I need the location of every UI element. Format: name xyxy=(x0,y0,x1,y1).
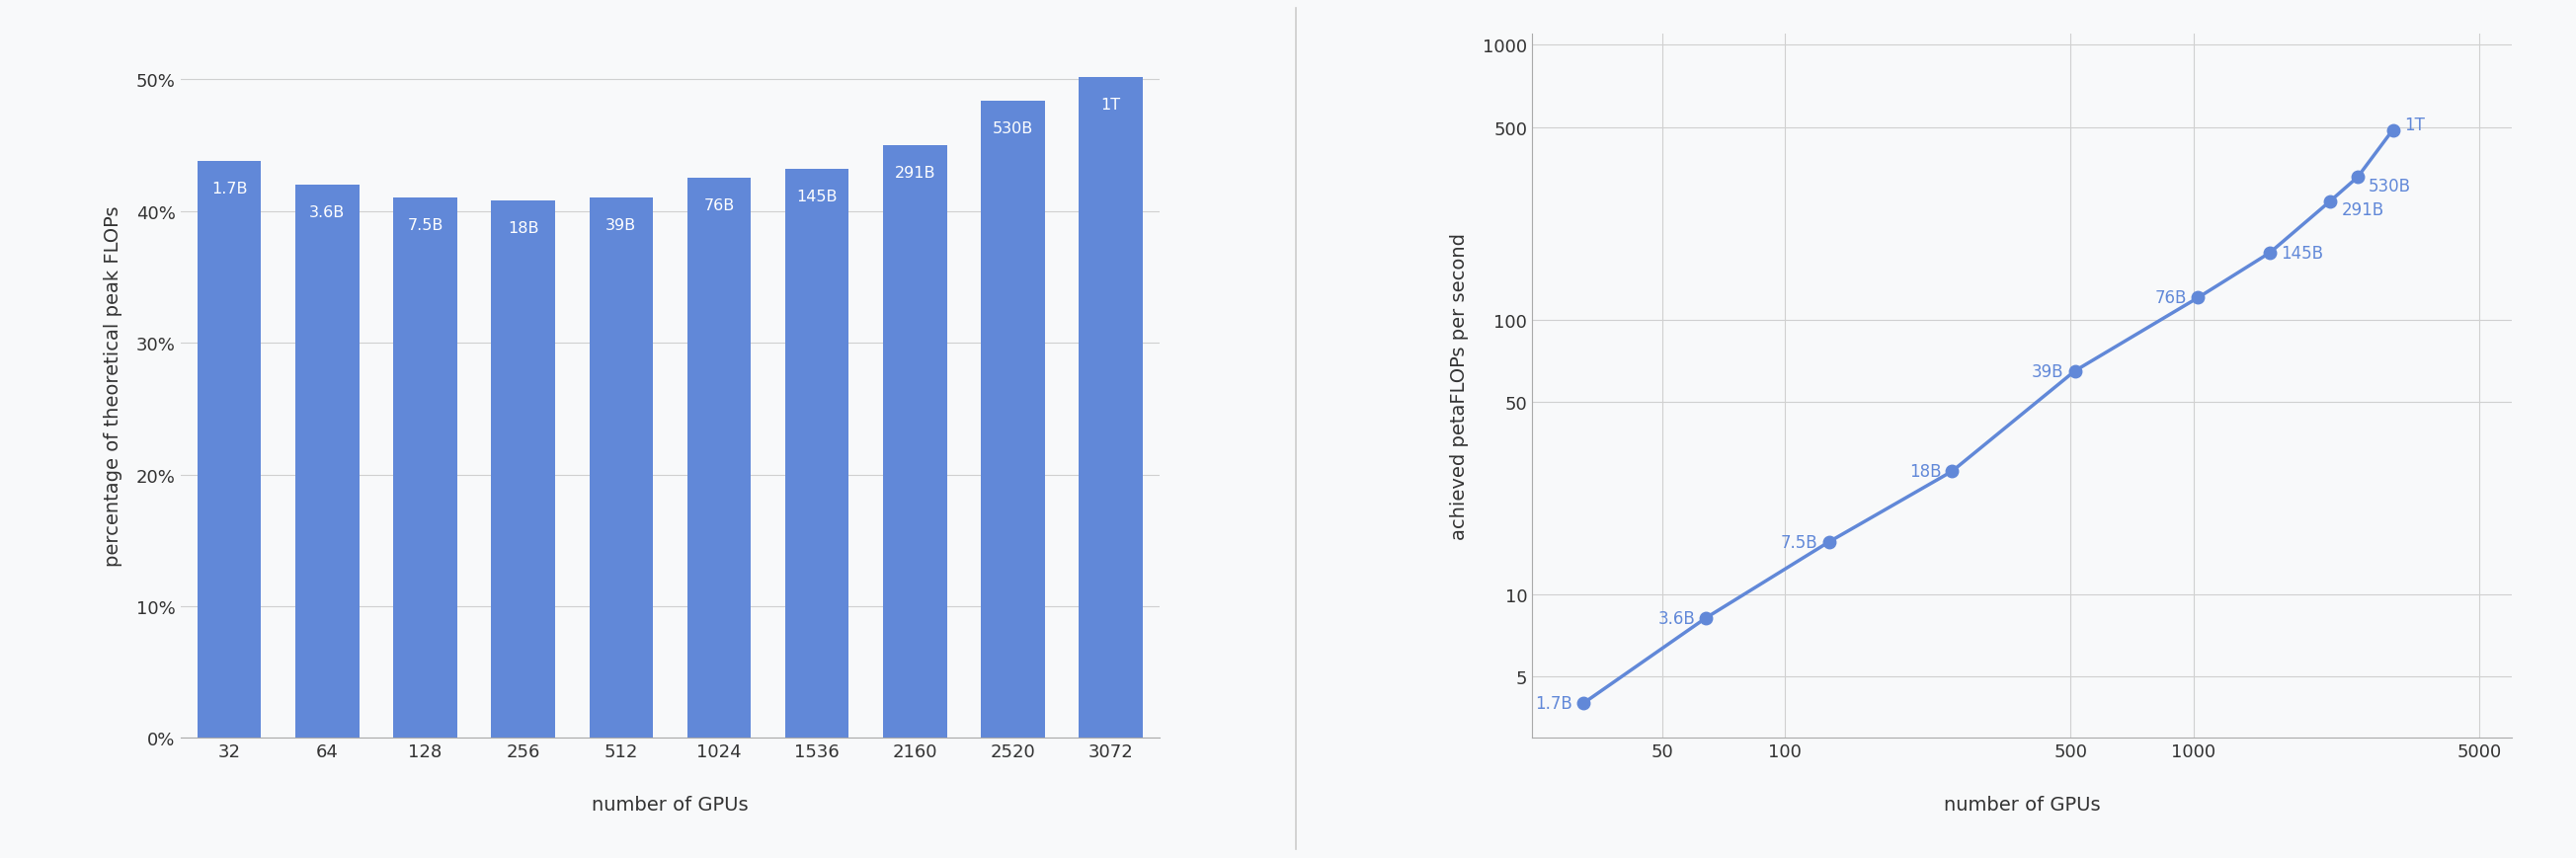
Text: 1.7B: 1.7B xyxy=(211,182,247,196)
Text: 39B: 39B xyxy=(605,219,636,233)
Bar xyxy=(198,162,260,738)
Bar xyxy=(492,202,554,738)
Text: 1T: 1T xyxy=(1100,98,1121,112)
Text: 18B: 18B xyxy=(1909,462,1942,480)
Y-axis label: achieved petaFLOPs per second: achieved petaFLOPs per second xyxy=(1450,233,1468,540)
Text: 145B: 145B xyxy=(2280,245,2324,263)
Text: 291B: 291B xyxy=(894,166,935,181)
Bar xyxy=(296,185,358,738)
Text: 530B: 530B xyxy=(2370,177,2411,195)
Text: 76B: 76B xyxy=(2156,289,2187,307)
Text: 291B: 291B xyxy=(2342,201,2383,219)
Text: 530B: 530B xyxy=(992,121,1033,136)
X-axis label: number of GPUs: number of GPUs xyxy=(592,795,750,813)
Text: 7.5B: 7.5B xyxy=(407,219,443,233)
Text: 7.5B: 7.5B xyxy=(1780,534,1819,551)
Bar xyxy=(590,199,652,738)
Text: 39B: 39B xyxy=(2032,362,2063,380)
Bar xyxy=(981,101,1046,738)
Text: 145B: 145B xyxy=(796,190,837,204)
Text: 3.6B: 3.6B xyxy=(1659,609,1695,627)
Text: 3.6B: 3.6B xyxy=(309,205,345,220)
Bar xyxy=(394,199,456,738)
Bar xyxy=(786,170,850,738)
Text: 76B: 76B xyxy=(703,199,734,214)
X-axis label: number of GPUs: number of GPUs xyxy=(1942,795,2099,813)
Bar xyxy=(884,146,948,738)
Text: 1T: 1T xyxy=(2403,117,2424,134)
Y-axis label: percentage of theoretical peak FLOPs: percentage of theoretical peak FLOPs xyxy=(103,206,124,566)
Bar xyxy=(688,179,750,738)
Bar xyxy=(1079,78,1144,738)
Text: 1.7B: 1.7B xyxy=(1535,695,1571,712)
Text: 18B: 18B xyxy=(507,221,538,236)
